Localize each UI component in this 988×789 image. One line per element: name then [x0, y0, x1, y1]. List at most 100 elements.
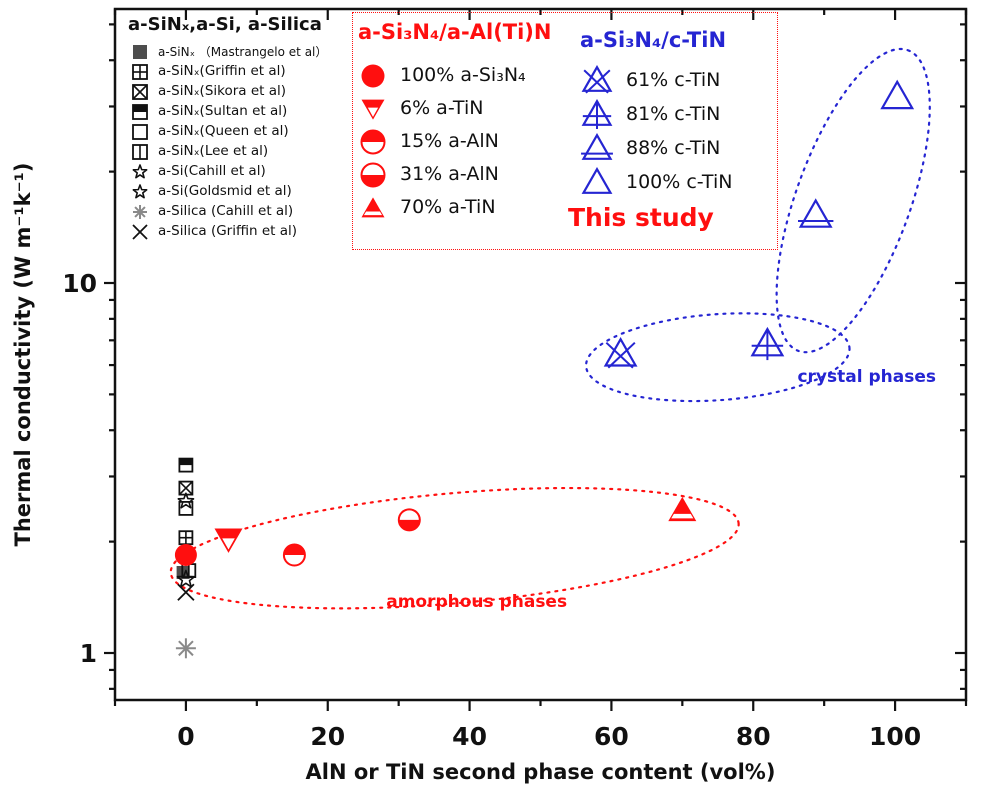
legend-item: 61% c-TiN: [568, 63, 732, 97]
legend-item-label: a-Si(Goldsmid et al): [158, 183, 292, 200]
x-tick-label: 40: [452, 722, 487, 751]
amorphous-phases-label: amorphous phases: [386, 592, 567, 612]
legend-item: a-Silica (Griffin et al): [128, 222, 327, 242]
square-open-icon: [128, 122, 152, 142]
legend-item-label: 81% c-TiN: [626, 102, 721, 125]
tri-plus-icon: [580, 98, 614, 130]
data-point-a-silica-cahill-et-al-: [175, 638, 196, 659]
data-point-a-sinx-queen-et-al-: [178, 500, 194, 516]
x-axis-title: AlN or TiN second phase content (vol%): [306, 760, 776, 784]
legend-item: a-SiNₓ （Mastrangelo et al）: [128, 42, 327, 62]
legend-amorphous-study-title: a-Si₃N₄/a-Al(Ti)N: [358, 20, 552, 44]
y-tick-label: 1: [80, 639, 97, 668]
tri-x-icon: [580, 64, 614, 96]
legend-item-label: a-SiNₓ(Sultan et al): [158, 103, 288, 120]
tri-down-half-icon: [358, 94, 388, 124]
star-open-icon: [128, 162, 152, 182]
x-tick-label: 0: [177, 722, 194, 751]
circle-halftop-icon: [358, 127, 388, 157]
asterisk-icon: [128, 202, 152, 222]
data-point-a-sinx-griffin-et-al-: [178, 530, 194, 546]
star-open-icon: [128, 182, 152, 202]
legend-item: a-SiNₓ(Sultan et al): [128, 102, 327, 122]
square-vline-icon: [128, 142, 152, 162]
legend-item-label: 100% c-TiN: [626, 170, 733, 193]
tri-open-icon: [580, 166, 614, 198]
data-point-6-a-tin: [214, 528, 243, 553]
x-cross-icon: [128, 222, 152, 242]
circle-halfbottom-icon: [358, 160, 388, 190]
legend-item: 100% c-TiN: [568, 165, 732, 199]
legend-item: a-SiNₓ(Lee et al): [128, 142, 327, 162]
legend-item-label: 15% a-AlN: [400, 130, 499, 152]
legend-crystal-study-items: 61% c-TiN 81% c-TiN 88% c-TiN 100% c-TiN: [568, 63, 732, 199]
legend-item: a-SiNₓ(Queen et al): [128, 122, 327, 142]
legend-amorphous-study: a-Si₃N₄/a-Al(Ti)N 100% a-Si₃N₄ 6% a-TiN 15…: [358, 22, 551, 224]
x-tick-label: 60: [594, 722, 629, 751]
amorphous-ellipse: [169, 486, 740, 610]
square-plus-icon: [128, 62, 152, 82]
legend-item: 88% c-TiN: [568, 131, 732, 165]
data-point-88-c-tin: [798, 198, 834, 228]
data-point-61-c-tin: [603, 337, 638, 369]
legend-item-label: a-Silica (Griffin et al): [158, 223, 298, 240]
data-point-31-a-aln: [397, 508, 421, 532]
data-point-70-a-tin: [668, 496, 697, 522]
legend-item: 31% a-AlN: [358, 158, 551, 191]
legend-item: 70% a-TiN: [358, 191, 551, 224]
legend-crystal-study-title: a-Si₃N₄/c-TiN: [580, 28, 727, 52]
this-study-label: This study: [568, 203, 714, 232]
square-x-icon: [128, 82, 152, 102]
legend-literature-title: a-SiNₓ,a-Si, a-Silica: [128, 14, 322, 35]
crystal-ellipse-high: [775, 47, 931, 354]
legend-item: a-SiNₓ(Griffin et al): [128, 62, 327, 82]
square-halftop-icon: [128, 102, 152, 122]
legend-item: a-Silica (Cahill et al): [128, 202, 327, 222]
legend-item: 6% a-TiN: [358, 92, 551, 125]
legend-item-label: 6% a-TiN: [400, 97, 484, 119]
legend-literature: a-SiNₓ,a-Si, a-Silica a-SiNₓ （Mastrangel…: [128, 16, 327, 242]
data-point-15-a-aln: [282, 543, 306, 567]
legend-item-label: a-SiNₓ(Griffin et al): [158, 63, 286, 80]
x-tick-label: 20: [310, 722, 345, 751]
legend-item-label: a-Si(Cahill et al): [158, 163, 266, 180]
data-point-100-a-si3n4: [174, 544, 197, 566]
legend-item: a-SiNₓ(Sikora et al): [128, 82, 327, 102]
x-tick-label: 100: [869, 722, 921, 751]
legend-item-label: 31% a-AlN: [400, 163, 499, 185]
legend-item: 100% a-Si₃N₄: [358, 59, 551, 92]
legend-item: 15% a-AlN: [358, 125, 551, 158]
data-point-100-c-tin: [880, 79, 915, 110]
legend-item-label: a-SiNₓ （Mastrangelo et al）: [158, 45, 328, 59]
legend-item-label: a-SiNₓ(Lee et al): [158, 143, 269, 160]
crystal-phases-label: crystal phases: [797, 367, 936, 387]
legend-literature-items: a-SiNₓ （Mastrangelo et al） a-SiNₓ(Griffin…: [128, 42, 327, 242]
legend-item-label: 100% a-Si₃N₄: [400, 64, 526, 86]
legend-amorphous-study-items: 100% a-Si₃N₄ 6% a-TiN 15% a-AlN 31% a-AlN 70…: [358, 59, 551, 224]
tri-up-half-icon: [358, 193, 388, 223]
legend-item-label: 70% a-TiN: [400, 196, 496, 218]
legend-item-label: 88% c-TiN: [626, 136, 721, 159]
data-point-a-silica-griffin-et-al-: [177, 583, 195, 601]
data-point-81-c-tin: [750, 326, 785, 361]
y-axis-title: Thermal conductivity (W m⁻¹k⁻¹): [11, 163, 35, 547]
tri-hline-icon: [580, 132, 614, 164]
data-point-a-sinx-sultan-et-al-: [178, 457, 194, 473]
legend-item-label: a-SiNₓ(Queen et al): [158, 123, 289, 140]
square-solid-icon: [128, 42, 152, 62]
legend-item: a-Si(Cahill et al): [128, 162, 327, 182]
legend-crystal-study: a-Si₃N₄/c-TiN 61% c-TiN 81% c-TiN 88% c-Ti…: [568, 28, 732, 232]
legend-item-label: a-Silica (Cahill et al): [158, 203, 294, 220]
legend-item: a-Si(Goldsmid et al): [128, 182, 327, 202]
data-point-a-si-goldsmid-et-al-: [177, 492, 195, 509]
crystal-ellipse-low: [584, 312, 851, 403]
x-tick-label: 80: [736, 722, 771, 751]
circle-solid-icon: [358, 61, 388, 91]
legend-item: 81% c-TiN: [568, 97, 732, 131]
legend-item-label: 61% c-TiN: [626, 68, 721, 91]
data-point-a-si-cahill-et-al-: [176, 569, 196, 588]
legend-item-label: a-SiNₓ(Sikora et al): [158, 83, 287, 100]
y-tick-label: 10: [62, 269, 97, 298]
